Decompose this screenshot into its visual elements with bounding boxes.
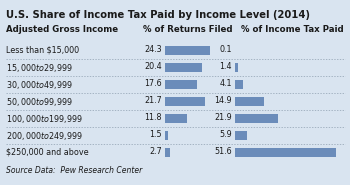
Bar <box>235 148 336 157</box>
Text: 11.8: 11.8 <box>145 113 162 122</box>
Text: $15,000 to $29,999: $15,000 to $29,999 <box>6 62 73 74</box>
Text: U.S. Share of Income Tax Paid by Income Level (2014): U.S. Share of Income Tax Paid by Income … <box>6 10 310 20</box>
Text: $50,000 to $99,999: $50,000 to $99,999 <box>6 96 73 108</box>
Bar <box>165 97 205 106</box>
Text: $100,000 to $199,999: $100,000 to $199,999 <box>6 113 83 125</box>
Bar <box>165 148 170 157</box>
Bar <box>165 46 210 55</box>
Text: 2.7: 2.7 <box>149 147 162 156</box>
Bar <box>235 80 243 89</box>
Text: 21.7: 21.7 <box>144 96 162 105</box>
Text: $30,000 to $49,999: $30,000 to $49,999 <box>6 79 73 91</box>
Text: 0.1: 0.1 <box>219 45 232 54</box>
Text: 20.4: 20.4 <box>144 62 162 71</box>
Text: 5.9: 5.9 <box>219 130 232 139</box>
Text: 51.6: 51.6 <box>214 147 232 156</box>
Text: 4.1: 4.1 <box>219 79 232 88</box>
Bar <box>165 114 187 123</box>
Text: Source Data:  Pew Research Center: Source Data: Pew Research Center <box>6 166 142 175</box>
Text: % of Income Tax Paid: % of Income Tax Paid <box>241 25 343 34</box>
Text: 1.5: 1.5 <box>149 130 162 139</box>
Bar <box>165 131 168 140</box>
Bar <box>235 131 247 140</box>
Bar <box>165 63 202 72</box>
Text: 14.9: 14.9 <box>214 96 232 105</box>
Text: Less than $15,000: Less than $15,000 <box>6 45 79 54</box>
Text: Adjusted Gross Income: Adjusted Gross Income <box>6 25 118 34</box>
Text: 17.6: 17.6 <box>144 79 162 88</box>
Bar <box>235 97 264 106</box>
Text: 21.9: 21.9 <box>214 113 232 122</box>
Bar <box>235 114 278 123</box>
Bar <box>165 80 197 89</box>
Text: 24.3: 24.3 <box>144 45 162 54</box>
Text: $200,000 to $249,999: $200,000 to $249,999 <box>6 130 83 142</box>
Text: % of Returns Filed: % of Returns Filed <box>143 25 232 34</box>
Bar <box>235 63 238 72</box>
Text: 1.4: 1.4 <box>219 62 232 71</box>
Text: $250,000 and above: $250,000 and above <box>6 147 89 156</box>
